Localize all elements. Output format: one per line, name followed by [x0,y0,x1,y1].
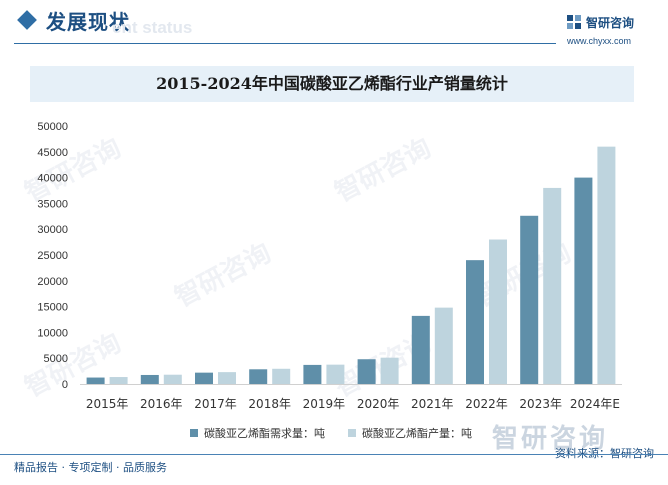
section-title: 发展现状 [46,10,130,34]
x-tick-label: 2021年 [411,397,454,410]
bar-production [326,364,345,384]
y-tick-label: 50000 [37,121,68,133]
bar-demand [195,372,213,384]
legend: 碳酸亚乙烯酯需求量：吨 碳酸亚乙烯酯产量：吨 [0,425,668,441]
x-tick-label: 2016年 [140,397,183,410]
x-tick-label: 2017年 [194,397,237,410]
bar-demand [249,369,268,384]
y-tick-label: 10000 [37,327,68,339]
bar-demand [140,374,159,384]
y-axis: 0 5000 10000 15000 20000 25000 30000 35000 40000… [37,121,68,391]
y-tick-label: 45000 [37,147,68,159]
y-tick-label: 0 [62,379,68,391]
footer-divider [0,454,668,455]
y-tick-label: 40000 [37,173,68,185]
bar-demand [86,377,105,384]
brand-site: www.chyxx.com [567,36,632,46]
bar-demand [303,364,322,384]
section-subtitle-en: ent status [112,18,193,37]
y-tick-label: 25000 [37,250,68,262]
bar-demand [520,215,539,384]
bar-production [434,307,453,384]
brand-logo: 智研咨询 [566,13,634,31]
x-axis: 2015年 2016年 2017年 2018年 2019年 2020年 2021年 2022年… [86,397,620,410]
bar-demand [574,177,593,384]
watermark-logo: 智研咨询 [492,424,609,454]
legend-swatch-demand [190,429,198,437]
y-tick-label: 30000 [37,224,68,236]
footer-slogan: 精品报告 · 专项定制 · 品质服务 [14,461,167,474]
y-tick-label: 20000 [37,276,68,288]
x-tick-label: 2018年 [248,397,291,410]
y-tick-label: 15000 [37,302,68,314]
legend-label-demand: 碳酸亚乙烯酯需求量：吨 [204,427,325,440]
bar-production [597,146,616,384]
diamond-icon [17,10,37,30]
x-tick-label: 2023年 [519,397,562,410]
legend-item-production: 碳酸亚乙烯酯产量：吨 [348,425,472,441]
bar-chart: 0 5000 10000 15000 20000 25000 30000 35000 40000… [37,121,622,410]
header-divider [14,43,556,44]
brand-logo-icon [567,15,581,29]
x-tick-label: 2020年 [357,397,400,410]
bar-demand [466,260,484,384]
legend-label-production: 碳酸亚乙烯酯产量：吨 [362,427,472,440]
chart-title: 2015-2024年中国碳酸亚乙烯酯行业产销量统计 [156,74,508,93]
bar-production [109,377,128,384]
bar-demand [357,359,376,384]
bars [86,146,616,384]
bar-production [218,372,236,384]
chart-title-banner: 2015-2024年中国碳酸亚乙烯酯行业产销量统计 [30,66,634,102]
y-tick-label: 5000 [44,353,68,365]
brand-name: 智研咨询 [586,15,635,30]
bar-production [543,187,562,384]
header: 发展现状 ent status 智研咨询 www.chyxx.com [0,0,668,46]
bar-production [380,357,399,384]
legend-swatch-production [348,429,356,437]
x-tick-label: 2015年 [86,397,129,410]
bar-demand [411,315,430,384]
legend-item-demand: 碳酸亚乙烯酯需求量：吨 [190,425,325,441]
x-tick-label: 2024年E [570,397,620,410]
x-tick-label: 2019年 [303,397,346,410]
bar-production [489,239,507,384]
bar-production [272,368,291,384]
bar-production [163,374,182,384]
source-note: 资料来源：智研咨询 [555,447,654,460]
x-tick-label: 2022年 [465,397,508,410]
y-tick-label: 35000 [37,198,68,210]
